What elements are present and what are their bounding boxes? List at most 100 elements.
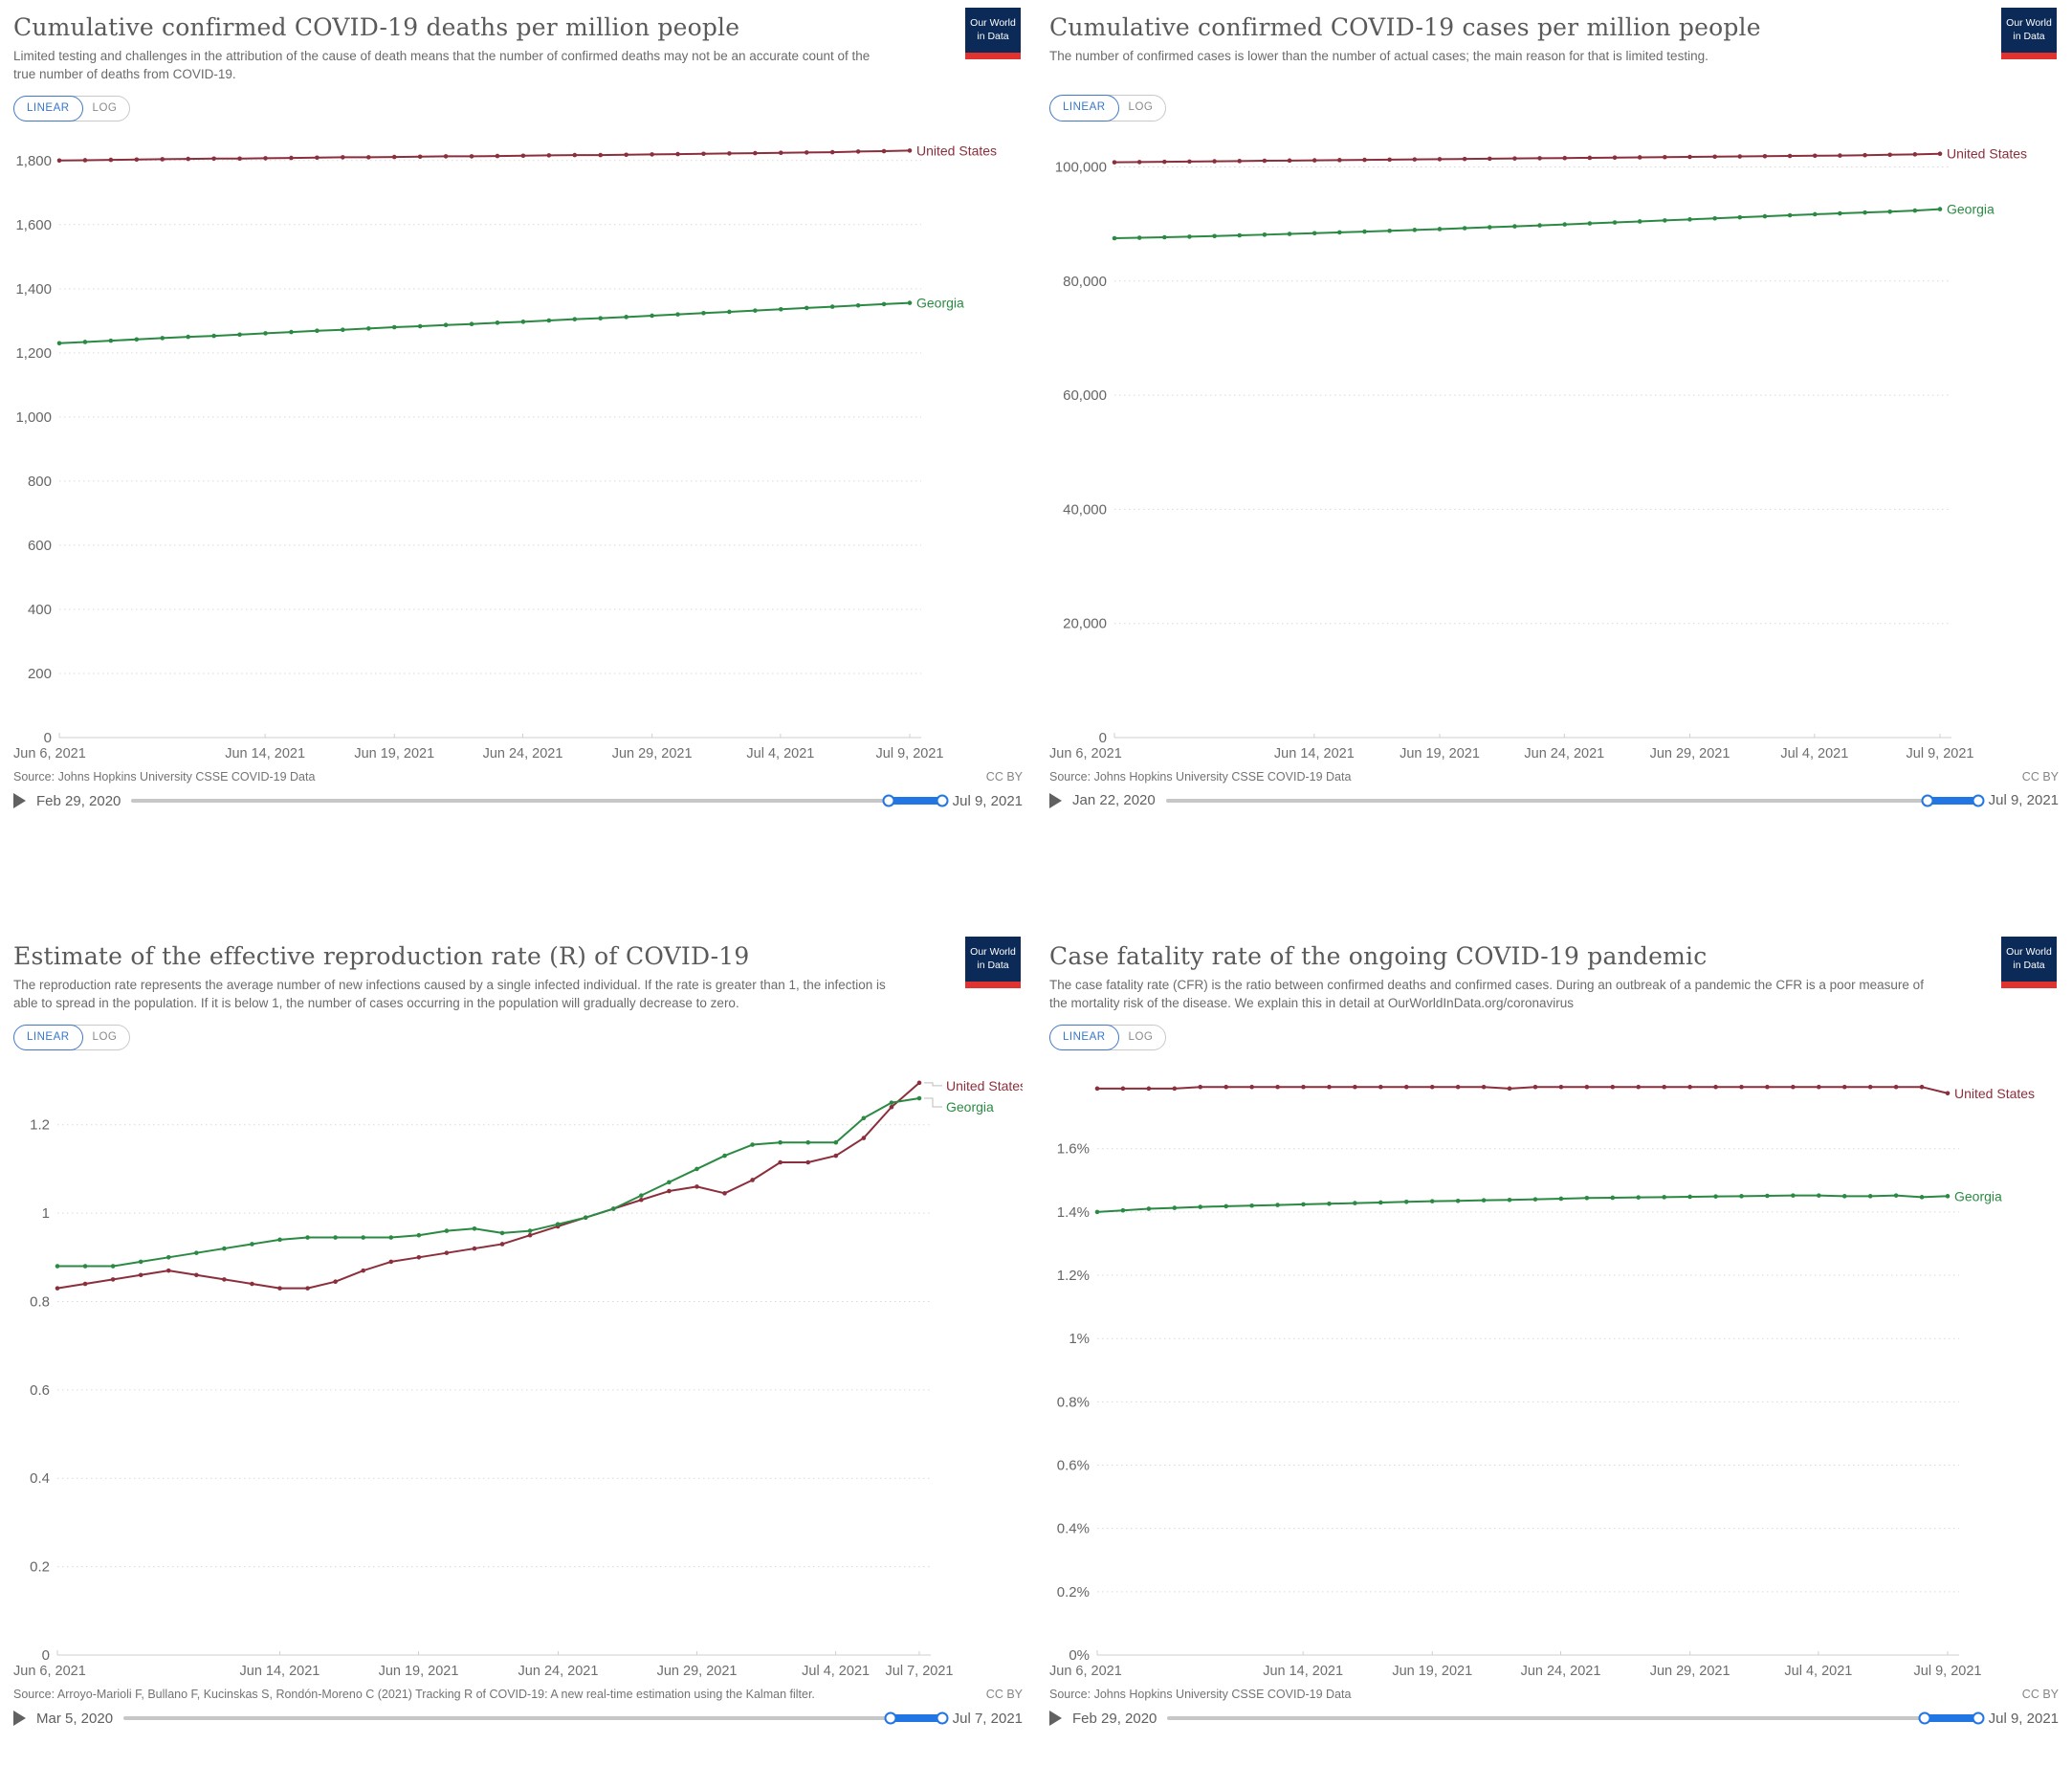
svg-text:Jun 19, 2021: Jun 19, 2021: [379, 1664, 459, 1679]
owid-logo-line1: Our World: [970, 945, 1016, 958]
svg-text:1,400: 1,400: [15, 281, 52, 298]
linear-button[interactable]: LINEAR: [13, 1024, 83, 1051]
svg-text:Jul 4, 2021: Jul 4, 2021: [802, 1664, 870, 1679]
play-button[interactable]: [13, 1711, 26, 1727]
owid-logo-line1: Our World: [2006, 945, 2052, 958]
timeline-slider[interactable]: [123, 1710, 949, 1727]
owid-logo[interactable]: Our World in Data: [2001, 8, 2057, 59]
chart-canvas-deaths[interactable]: 0 200 400 600 800 1,000 1,200 1,400 1,600 1,800 Ju…: [13, 127, 1023, 770]
chart-canvas-case-fatality-rate[interactable]: 0% 0.2% 0.4% 0.6% 0.8% 1% 1.2% 1.4% 1.6% Jun 6, 2…: [1049, 1056, 2059, 1688]
slider-start-handle[interactable]: [1918, 1711, 1931, 1725]
slider-selection[interactable]: [1927, 796, 1978, 805]
linear-button[interactable]: LINEAR: [1049, 1024, 1119, 1051]
play-button[interactable]: [1049, 792, 1062, 808]
chart-title: Cumulative confirmed COVID-19 cases per …: [1049, 13, 1761, 41]
svg-text:Jun 6, 2021: Jun 6, 2021: [13, 746, 86, 762]
source-link[interactable]: Johns Hopkins University CSSE COVID-19 D…: [57, 770, 316, 784]
play-button[interactable]: [13, 793, 26, 809]
owid-logo-line1: Our World: [2006, 16, 2052, 29]
svg-text:Jul 4, 2021: Jul 4, 2021: [1784, 1664, 1852, 1679]
source-text: Source: Johns Hopkins University CSSE CO…: [1049, 770, 1351, 784]
slider-track[interactable]: [131, 799, 942, 804]
owid-logo[interactable]: Our World in Data: [965, 937, 1021, 988]
svg-text:100,000: 100,000: [1055, 159, 1107, 175]
chart-canvas-reproduction-rate[interactable]: 0 0.2 0.4 0.6 0.8 1 1.2 Jun 6, 2021 Jun 14, 2021…: [13, 1056, 1023, 1688]
linear-button[interactable]: LINEAR: [1049, 95, 1119, 121]
svg-text:Jun 29, 2021: Jun 29, 2021: [1650, 1664, 1730, 1679]
svg-text:1,600: 1,600: [15, 217, 52, 233]
svg-text:Jun 19, 2021: Jun 19, 2021: [1392, 1664, 1472, 1679]
license-link[interactable]: CC BY: [2021, 769, 2059, 784]
svg-text:Georgia: Georgia: [1947, 201, 1995, 216]
slider-start-handle[interactable]: [1921, 794, 1934, 806]
svg-text:1.2%: 1.2%: [1057, 1268, 1090, 1284]
slider-end-handle[interactable]: [936, 794, 949, 807]
svg-text:Jun 24, 2021: Jun 24, 2021: [1524, 746, 1604, 762]
slider-end-handle[interactable]: [936, 1711, 949, 1725]
svg-text:Jun 6, 2021: Jun 6, 2021: [1049, 1664, 1122, 1679]
svg-text:Georgia: Georgia: [1954, 1189, 2002, 1204]
svg-text:Jul 7, 2021: Jul 7, 2021: [886, 1664, 954, 1679]
timeline-end-label: Jul 7, 2021: [952, 1710, 1023, 1727]
chart-panel-deaths: Our World in Data Cumulative confirmed C…: [0, 0, 1036, 883]
slider-selection[interactable]: [890, 1714, 942, 1723]
chart-title: Cumulative confirmed COVID-19 deaths per…: [13, 13, 740, 41]
slider-track[interactable]: [123, 1716, 942, 1721]
timeline: Feb 29, 2020 Jul 9, 2021: [13, 792, 1023, 809]
svg-text:0.8: 0.8: [30, 1294, 50, 1311]
timeline-slider[interactable]: [1165, 792, 1985, 809]
svg-text:0: 0: [42, 1647, 50, 1664]
linear-button[interactable]: LINEAR: [13, 95, 83, 122]
source-link[interactable]: Johns Hopkins University CSSE COVID-19 D…: [1093, 769, 1352, 784]
chart-subtitle: The number of confirmed cases is lower t…: [1049, 49, 1708, 63]
svg-text:1: 1: [42, 1205, 50, 1222]
slider-end-handle[interactable]: [1972, 794, 1985, 806]
svg-text:Georgia: Georgia: [916, 296, 964, 311]
timeline-end-label: Jul 9, 2021: [952, 792, 1023, 809]
svg-text:1.2: 1.2: [30, 1117, 50, 1134]
source-link[interactable]: Johns Hopkins University CSSE COVID-19 D…: [1093, 1688, 1352, 1702]
license-link[interactable]: CC BY: [985, 770, 1023, 784]
svg-text:United States: United States: [1954, 1086, 2035, 1101]
scale-toggle: LINEAR LOG: [13, 1024, 131, 1051]
svg-text:Jul 4, 2021: Jul 4, 2021: [1780, 746, 1848, 762]
slider-track[interactable]: [1165, 798, 1978, 803]
svg-text:80,000: 80,000: [1063, 273, 1107, 289]
source-prefix: Source:: [1049, 769, 1091, 784]
svg-text:Jun 29, 2021: Jun 29, 2021: [612, 746, 693, 762]
slider-end-handle[interactable]: [1972, 1711, 1985, 1725]
slider-track[interactable]: [1167, 1716, 1978, 1721]
svg-text:Jun 19, 2021: Jun 19, 2021: [1400, 746, 1480, 762]
timeline-slider[interactable]: [131, 792, 949, 809]
source-text: Source: Arroyo-Marioli F, Bullano F, Kuc…: [13, 1688, 815, 1701]
owid-logo[interactable]: Our World in Data: [965, 8, 1021, 59]
svg-text:0.4%: 0.4%: [1057, 1521, 1090, 1537]
svg-text:Jun 6, 2021: Jun 6, 2021: [13, 1664, 86, 1679]
chart-title: Case fatality rate of the ongoing COVID-…: [1049, 942, 1708, 970]
svg-text:Jun 14, 2021: Jun 14, 2021: [1263, 1664, 1343, 1679]
svg-text:Jun 24, 2021: Jun 24, 2021: [483, 746, 563, 762]
timeline-start-label: Feb 29, 2020: [36, 792, 121, 809]
chart-title: Estimate of the effective reproduction r…: [13, 942, 750, 970]
svg-text:1.4%: 1.4%: [1057, 1204, 1090, 1221]
svg-text:Jun 29, 2021: Jun 29, 2021: [1650, 746, 1730, 762]
timeline-slider[interactable]: [1167, 1710, 1985, 1727]
svg-text:0.6: 0.6: [30, 1382, 50, 1399]
svg-text:20,000: 20,000: [1063, 615, 1107, 631]
slider-start-handle[interactable]: [882, 794, 895, 807]
svg-text:Jun 24, 2021: Jun 24, 2021: [1521, 1664, 1601, 1679]
chart-canvas-cases[interactable]: 0 20,000 40,000 60,000 80,000 100,000 Jun 6, 2…: [1049, 127, 2059, 770]
svg-text:200: 200: [28, 666, 52, 682]
svg-text:Jul 9, 2021: Jul 9, 2021: [1907, 746, 1974, 762]
owid-logo[interactable]: Our World in Data: [2001, 937, 2057, 988]
play-button[interactable]: [1049, 1711, 1062, 1727]
license-link[interactable]: CC BY: [985, 1688, 1023, 1702]
source-link[interactable]: Arroyo-Marioli F, Bullano F, Kucinskas S…: [56, 1688, 815, 1702]
slider-start-handle[interactable]: [884, 1711, 897, 1725]
slider-selection[interactable]: [888, 797, 942, 806]
svg-text:1.6%: 1.6%: [1057, 1141, 1090, 1158]
license-link[interactable]: CC BY: [2021, 1688, 2059, 1702]
svg-text:1,800: 1,800: [15, 153, 52, 169]
slider-selection[interactable]: [1924, 1714, 1978, 1723]
svg-text:Jul 9, 2021: Jul 9, 2021: [1914, 1664, 1982, 1679]
